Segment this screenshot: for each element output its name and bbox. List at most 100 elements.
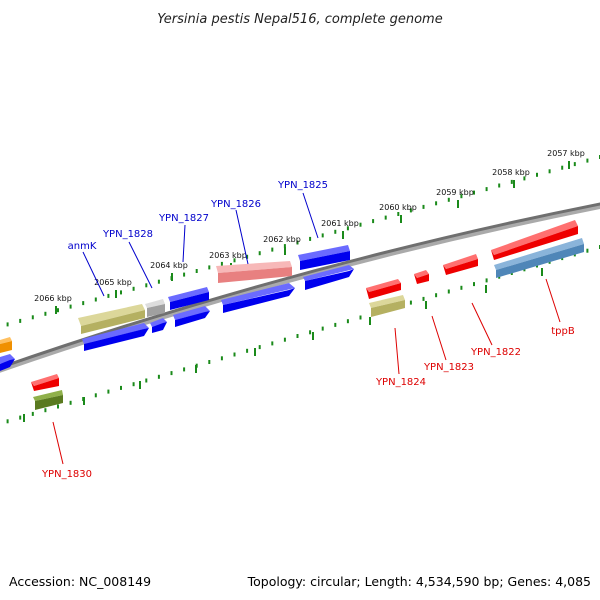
- gene-label-YPN_1824[interactable]: YPN_1824: [375, 377, 426, 388]
- scale-dot: [82, 301, 85, 306]
- gene-feature-orange-edge[interactable]: [0, 337, 12, 353]
- gene-features: [0, 220, 584, 410]
- scale-dot: [548, 169, 551, 174]
- gene-feature-YPN_1828[interactable]: [150, 318, 167, 333]
- gene-label-YPN_1826[interactable]: YPN_1826: [210, 199, 261, 210]
- scale-dot: [120, 385, 122, 390]
- scale-dot: [145, 283, 148, 288]
- genome-backbone: [0, 202, 600, 373]
- scale-dot: [246, 348, 249, 353]
- scale-label: 2059 kbp: [436, 188, 474, 197]
- gene-feature-YPN_1826[interactable]: [216, 261, 292, 283]
- gene-feature-YPN_1827[interactable]: [168, 287, 209, 310]
- scale-label: 2063 kbp: [209, 251, 247, 260]
- scale-dot: [447, 197, 450, 202]
- scale-dot: [309, 330, 312, 335]
- scale-dot: [208, 265, 211, 270]
- scale-label: 2060 kbp: [379, 203, 417, 212]
- scale-dot: [19, 415, 22, 420]
- scale-dot: [258, 251, 261, 256]
- scale-dot: [283, 244, 286, 249]
- gene-label-YPN_1827[interactable]: YPN_1827: [158, 213, 209, 224]
- scale-dot: [183, 367, 186, 372]
- gene-feature-blue-right[interactable]: [303, 265, 354, 290]
- scale-dot: [409, 300, 412, 305]
- gene-feature-YPN_1824[interactable]: [369, 295, 405, 317]
- scale-dot: [246, 254, 249, 259]
- scale-dot: [498, 183, 501, 188]
- label-leader-lines: [52, 192, 561, 465]
- scale-dot: [157, 374, 160, 379]
- scale-dot: [233, 258, 236, 263]
- scale-dot: [107, 293, 110, 298]
- scale-dot: [69, 304, 72, 309]
- gene-feature-YPN_1822[interactable]: [443, 254, 478, 275]
- scale-dot: [334, 322, 337, 327]
- scale-dot: [372, 219, 375, 224]
- scale-label: 2057 kbp: [547, 149, 585, 158]
- scale-dot: [523, 176, 526, 181]
- scale-dot: [346, 226, 349, 231]
- scale-dot: [31, 315, 34, 320]
- scale-dot: [586, 158, 589, 163]
- gene-feature-tppB[interactable]: [494, 238, 584, 278]
- scale-dot: [94, 393, 97, 398]
- scale-dot: [397, 212, 400, 216]
- gene-feature-YPN_1830-upper[interactable]: [31, 374, 59, 391]
- scale-dot: [334, 229, 337, 234]
- gene-feature-blue-long[interactable]: [221, 283, 295, 313]
- scale-dot: [435, 293, 438, 298]
- scale-dot: [283, 337, 286, 342]
- gene-feature-blue-edge[interactable]: [0, 354, 15, 371]
- gene-feature-red-large[interactable]: [491, 220, 578, 260]
- gene-feature-YPN_1824-upper[interactable]: [366, 279, 401, 299]
- gene-label-anmK[interactable]: anmK: [68, 241, 97, 252]
- scale-dot: [145, 378, 148, 383]
- scale-dot: [57, 308, 59, 313]
- scale-dot: [132, 382, 135, 387]
- scale-dot: [31, 411, 34, 416]
- scale-dot: [422, 296, 425, 301]
- accession-text: Accession: NC_008149: [9, 574, 151, 589]
- gene-feature-YPN_1823[interactable]: [414, 270, 429, 284]
- scale-dot: [44, 408, 47, 413]
- scale-tracks: [6, 155, 600, 424]
- gene-label-YPN_1822[interactable]: YPN_1822: [470, 347, 521, 358]
- scale-dot: [485, 278, 488, 283]
- scale-dot: [220, 356, 223, 361]
- scale-dot: [120, 290, 122, 295]
- scale-dot: [57, 404, 59, 409]
- gene-feature-YPN_1825[interactable]: [298, 245, 350, 270]
- scale-dot: [473, 190, 475, 195]
- scale-dot: [309, 236, 312, 241]
- scale-dot: [561, 165, 564, 170]
- gene-label-tppB[interactable]: tppB: [551, 326, 575, 337]
- scale-dot: [220, 261, 223, 266]
- scale-label: 2064 kbp: [150, 261, 188, 270]
- scale-dot: [359, 222, 362, 227]
- scale-dot: [69, 400, 72, 405]
- scale-dot: [321, 326, 324, 331]
- scale-dot: [132, 286, 135, 291]
- scale-dot: [195, 269, 198, 273]
- scale-dot: [485, 187, 488, 192]
- scale-dot: [296, 334, 299, 338]
- gene-feature-blue-mid[interactable]: [173, 306, 210, 327]
- gene-feature-YPN_1830[interactable]: [33, 390, 63, 410]
- scale-dot: [183, 272, 186, 277]
- gene-label-YPN_1830[interactable]: YPN_1830: [41, 469, 92, 480]
- gene-feature-YPN_1828-lower[interactable]: [82, 323, 149, 351]
- scale-dot: [359, 315, 362, 320]
- gene-feature-anmK[interactable]: [78, 304, 145, 334]
- scale-dot: [6, 419, 9, 424]
- scale-dot: [19, 318, 22, 323]
- scale-dot: [447, 289, 450, 294]
- scale-label: 2062 kbp: [263, 235, 301, 244]
- gene-label-YPN_1828[interactable]: YPN_1828: [102, 229, 153, 240]
- gene-label-YPN_1823[interactable]: YPN_1823: [423, 362, 474, 373]
- gene-feature-gray[interactable]: [145, 299, 165, 317]
- scale-dot: [460, 194, 463, 199]
- scale-dot: [233, 352, 236, 357]
- gene-label-YPN_1825[interactable]: YPN_1825: [277, 180, 328, 191]
